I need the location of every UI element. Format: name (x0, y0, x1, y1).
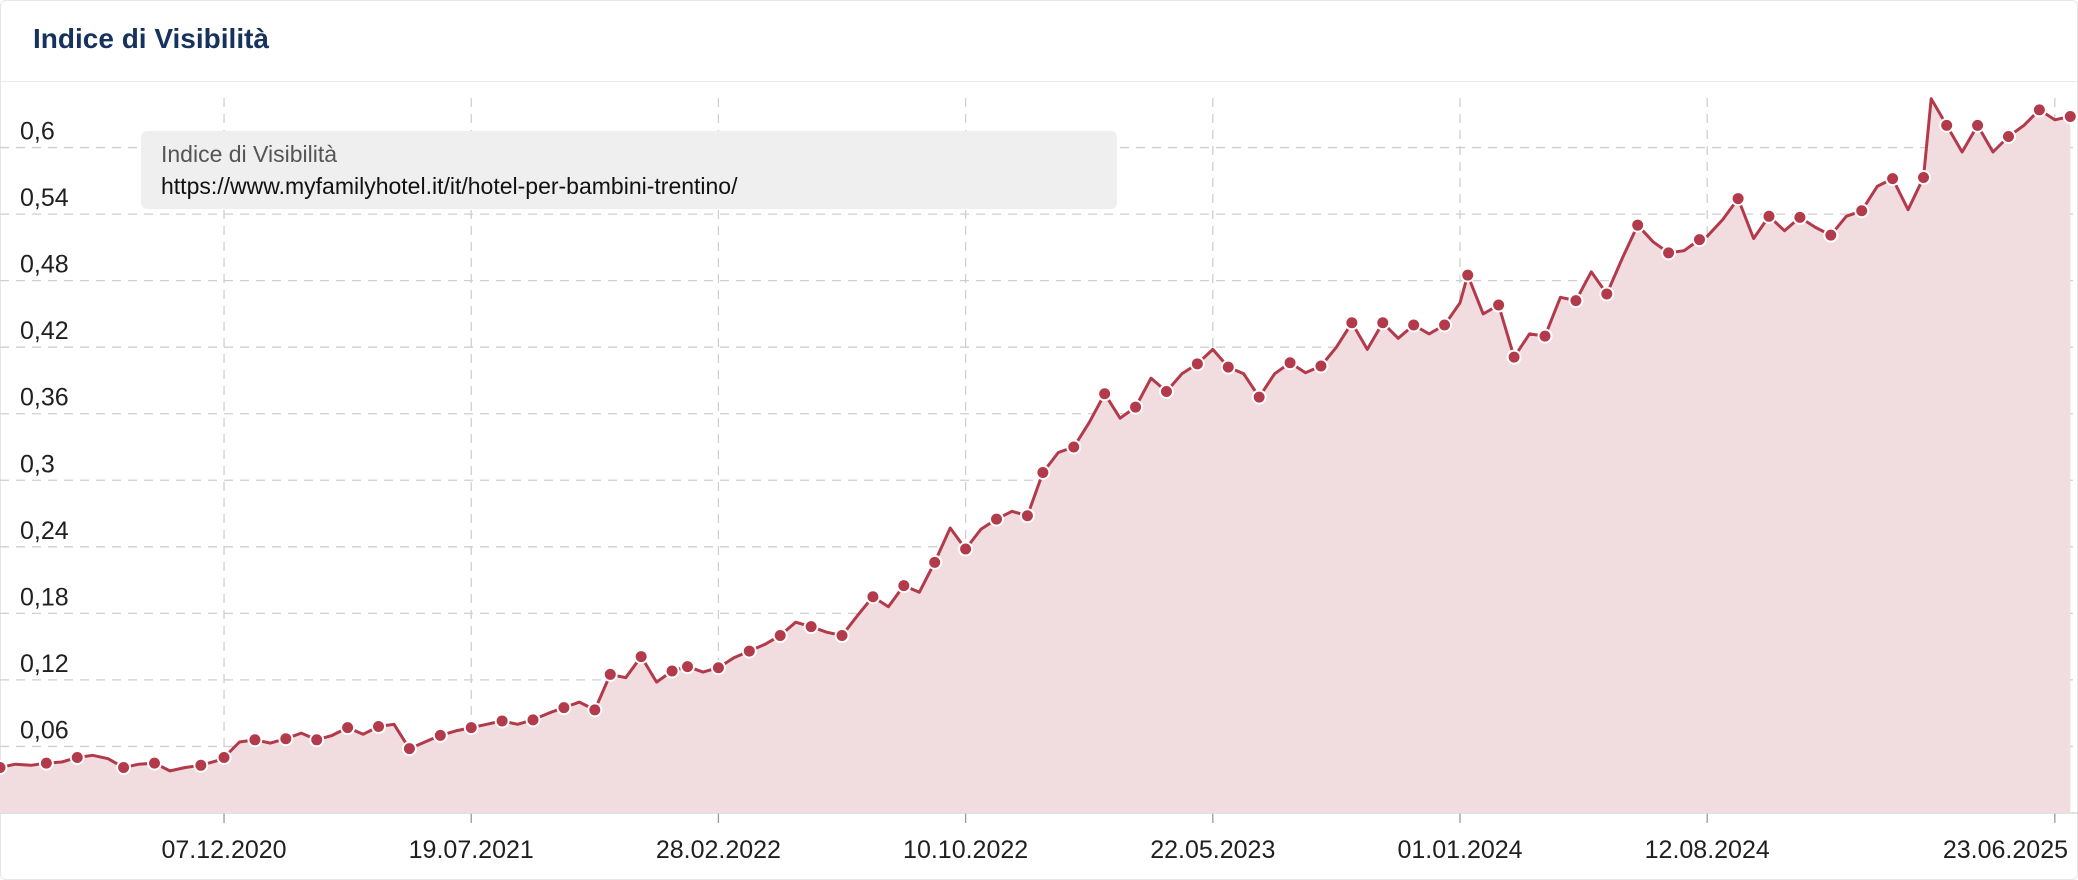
data-point[interactable] (1691, 232, 1707, 248)
data-point[interactable] (587, 702, 603, 718)
data-point[interactable] (116, 760, 132, 776)
y-tick-label: 0,18 (20, 583, 69, 611)
data-point[interactable] (69, 750, 85, 766)
data-point[interactable] (1158, 384, 1174, 400)
data-point[interactable] (146, 755, 162, 771)
data-point[interactable] (371, 718, 387, 734)
legend-title: Indice di Visibilità (161, 141, 337, 167)
data-point[interactable] (1019, 508, 1035, 524)
y-tick-label: 0,48 (20, 251, 69, 279)
data-point[interactable] (865, 589, 881, 605)
data-point[interactable] (834, 628, 850, 644)
data-point[interactable] (1066, 439, 1082, 455)
y-axis-ticks: 0,06 0,12 0,18 0,24 0,3 0,36 0,42 0,48 0,54 0,6 (20, 118, 69, 745)
data-point[interactable] (1823, 227, 1839, 243)
data-point[interactable] (2000, 128, 2016, 144)
data-point[interactable] (1128, 399, 1144, 415)
data-point[interactable] (525, 712, 541, 728)
x-tick-label: 23.06.2025 (1943, 836, 2068, 864)
data-point[interactable] (1970, 117, 1986, 133)
data-point[interactable] (896, 578, 912, 594)
x-tick-label: 01.01.2024 (1397, 836, 1522, 864)
data-point[interactable] (432, 727, 448, 743)
data-point[interactable] (680, 659, 696, 675)
data-point[interactable] (803, 619, 819, 635)
data-point[interactable] (1730, 191, 1746, 207)
data-point[interactable] (633, 649, 649, 665)
data-point[interactable] (1491, 297, 1507, 313)
data-point[interactable] (1406, 317, 1422, 333)
data-point[interactable] (494, 713, 510, 729)
data-point[interactable] (340, 720, 356, 736)
data-point[interactable] (556, 700, 572, 716)
data-point[interactable] (958, 541, 974, 557)
data-point[interactable] (1792, 209, 1808, 225)
y-tick-label: 0,12 (20, 650, 69, 678)
x-tick-label: 19.07.2021 (409, 836, 534, 864)
data-point[interactable] (772, 628, 788, 644)
data-point[interactable] (1537, 328, 1553, 344)
y-tick-label: 0,6 (20, 118, 55, 146)
data-point[interactable] (1344, 315, 1360, 331)
y-tick-label: 0,36 (20, 384, 69, 412)
x-tick-label: 07.12.2020 (161, 836, 286, 864)
x-tick-label: 28.02.2022 (656, 836, 781, 864)
area-series-fill (0, 98, 2071, 813)
data-point[interactable] (741, 643, 757, 659)
legend-box: Indice di Visibilità https://www.myfamil… (141, 131, 1117, 209)
legend-background (141, 131, 1117, 209)
x-tick-label: 22.05.2023 (1150, 836, 1275, 864)
data-point[interactable] (710, 660, 726, 676)
data-point[interactable] (989, 511, 1005, 527)
x-axis-ticks: 07.12.2020 19.07.2021 28.02.2022 10.10.2022… (161, 836, 2068, 864)
area-fill (0, 98, 2071, 813)
data-point[interactable] (1251, 389, 1267, 405)
data-point[interactable] (1097, 386, 1113, 402)
data-point[interactable] (1282, 355, 1298, 371)
data-point[interactable] (1313, 358, 1329, 374)
x-tick-label: 10.10.2022 (903, 836, 1028, 864)
data-point[interactable] (2031, 102, 2047, 118)
data-point[interactable] (1599, 286, 1615, 302)
y-tick-label: 0,42 (20, 317, 69, 345)
y-tick-label: 0,06 (20, 716, 69, 744)
data-point[interactable] (1885, 171, 1901, 187)
data-point[interactable] (1220, 359, 1236, 375)
data-point[interactable] (664, 663, 680, 679)
data-point[interactable] (401, 741, 417, 757)
legend-series-name: https://www.myfamilyhotel.it/it/hotel-pe… (161, 173, 738, 199)
data-point[interactable] (1854, 203, 1870, 219)
data-point[interactable] (2062, 108, 2078, 124)
data-point[interactable] (1437, 317, 1453, 333)
data-point[interactable] (927, 554, 943, 570)
data-markers (0, 102, 2078, 776)
data-point[interactable] (1460, 267, 1476, 283)
y-tick-label: 0,3 (20, 450, 55, 478)
data-point[interactable] (247, 732, 263, 748)
data-point[interactable] (1761, 208, 1777, 224)
y-tick-label: 0,54 (20, 184, 69, 212)
card-header: Indice di Visibilità (1, 1, 2077, 82)
data-point[interactable] (463, 720, 479, 736)
data-point[interactable] (1189, 356, 1205, 372)
x-tick-label: 12.08.2024 (1645, 836, 1770, 864)
data-point[interactable] (216, 750, 232, 766)
data-point[interactable] (193, 757, 209, 773)
data-point[interactable] (1630, 217, 1646, 233)
data-point[interactable] (1916, 169, 1932, 185)
y-tick-label: 0,24 (20, 517, 69, 545)
data-point[interactable] (1939, 117, 1955, 133)
data-point[interactable] (1035, 465, 1051, 481)
data-point[interactable] (0, 760, 8, 776)
data-point[interactable] (1568, 293, 1584, 309)
card-title: Indice di Visibilità (33, 23, 269, 54)
data-point[interactable] (278, 731, 294, 747)
data-point[interactable] (1375, 315, 1391, 331)
data-point[interactable] (602, 666, 618, 682)
data-point[interactable] (1506, 349, 1522, 365)
data-point[interactable] (38, 755, 54, 771)
data-point[interactable] (309, 732, 325, 748)
data-point[interactable] (1661, 245, 1677, 261)
